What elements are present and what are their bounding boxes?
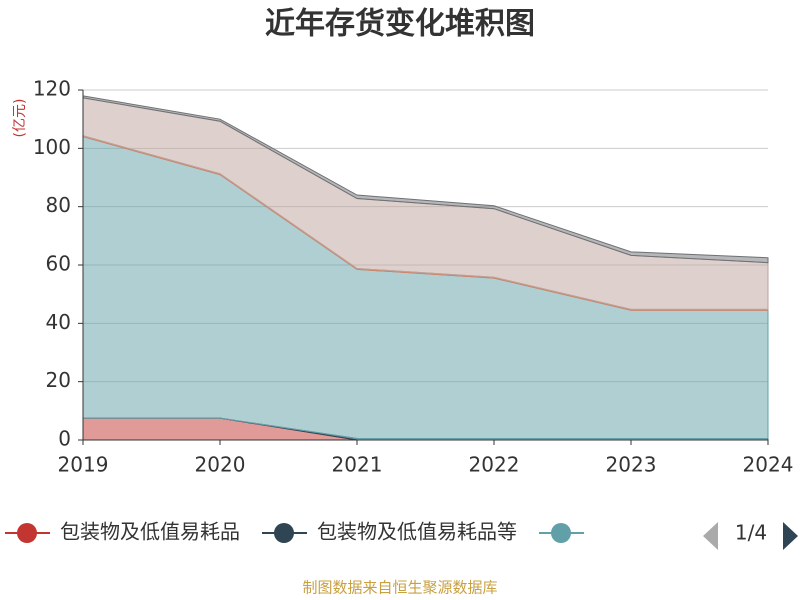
y-unit-label: (亿元) (12, 99, 28, 138)
y-tick-label: 120 (33, 77, 71, 101)
x-tick-label: 2021 (332, 453, 383, 477)
area (82, 95, 769, 264)
x-tick-label: 2020 (195, 453, 246, 477)
y-tick-label: 40 (46, 310, 71, 334)
x-tick-label: 2019 (58, 453, 109, 477)
source-note: 制图数据来自恒生聚源数据库 (302, 579, 497, 597)
legend-marker (17, 523, 37, 543)
chart-title: 近年存货变化堆积图 (265, 7, 535, 42)
legend-page: 1/4 (735, 521, 767, 545)
x-tick-label: 2024 (743, 453, 794, 477)
x-tick-label: 2023 (606, 453, 657, 477)
y-tick-label: 80 (46, 193, 71, 217)
y-tick-label: 60 (46, 252, 71, 276)
y-tick-label: 100 (33, 135, 71, 159)
legend-next[interactable] (783, 522, 798, 550)
legend-marker (551, 523, 571, 543)
legend-label: 包装物及低值易耗品 (60, 520, 240, 544)
y-tick-label: 0 (58, 427, 71, 451)
y-tick-label: 20 (46, 368, 71, 392)
legend-marker (274, 523, 294, 543)
x-tick-label: 2022 (469, 453, 520, 477)
legend-label: 包装物及低值易耗品等 (317, 520, 517, 544)
legend-prev[interactable] (703, 522, 718, 550)
